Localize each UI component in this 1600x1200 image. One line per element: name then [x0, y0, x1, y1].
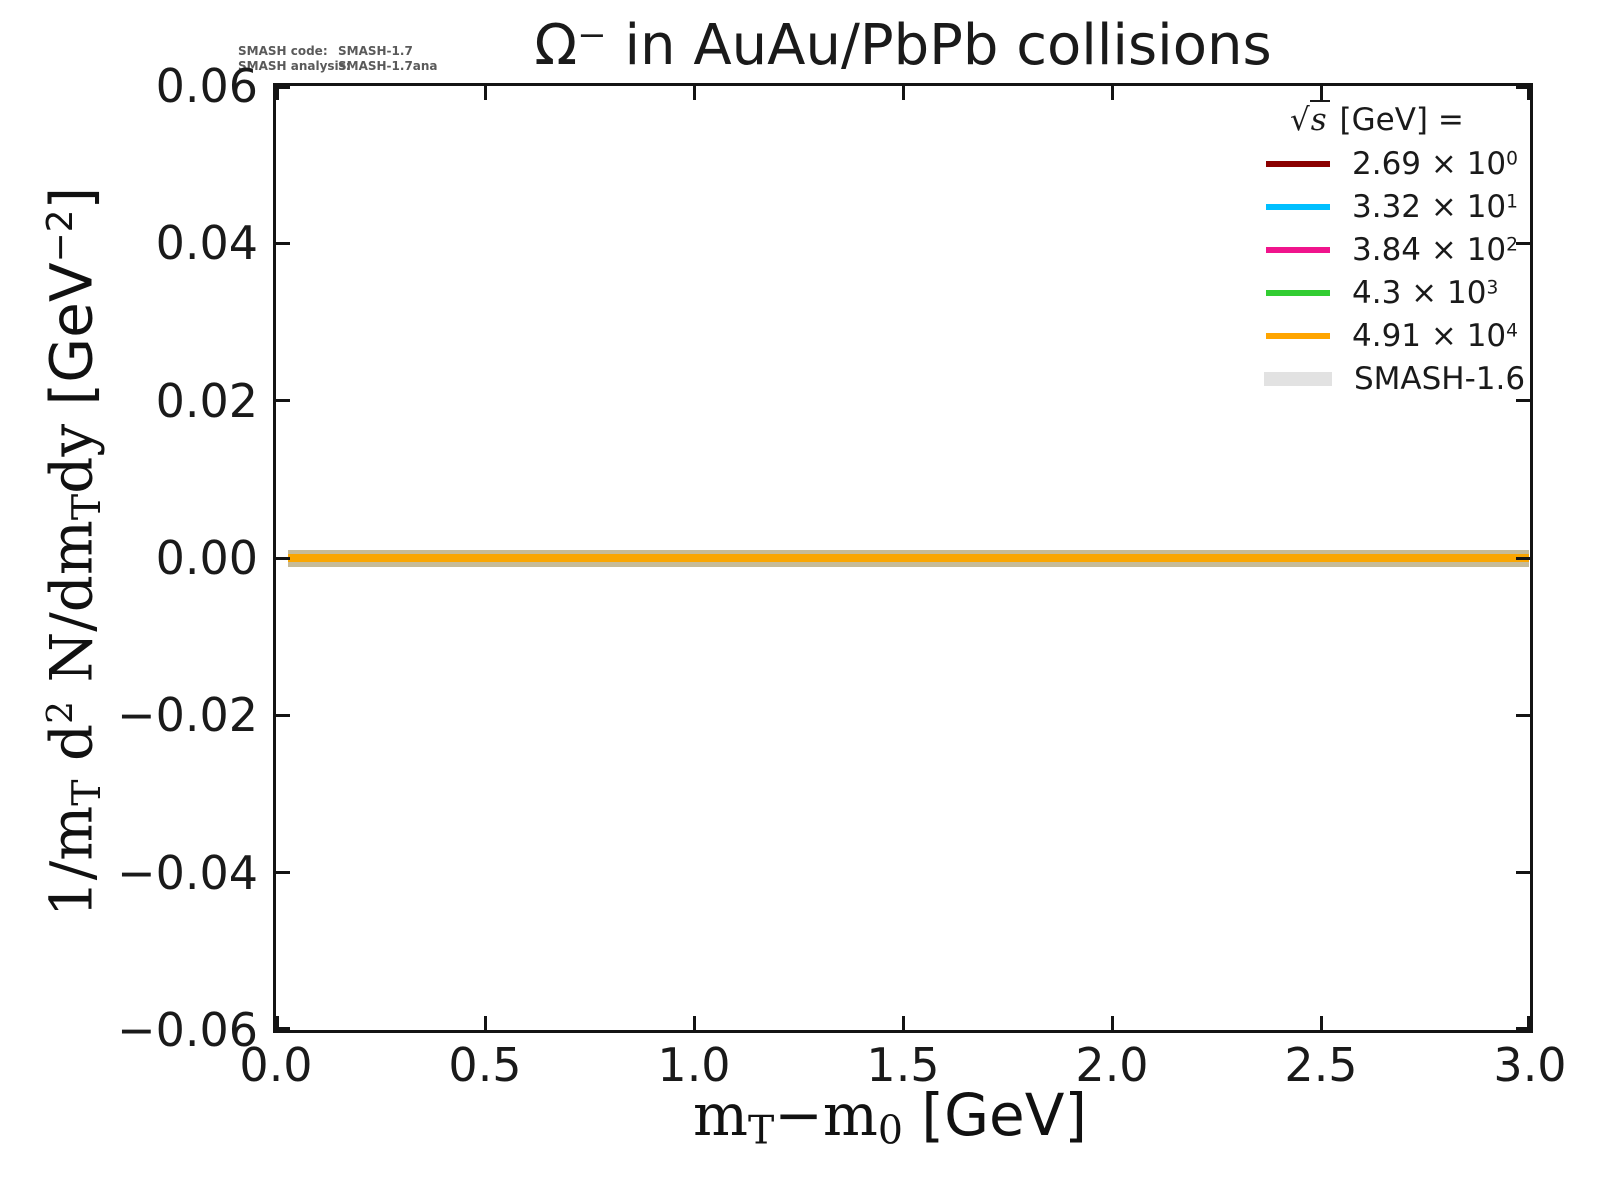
annotation-analysis-label: SMASH analysis: — [238, 59, 351, 73]
legend-entry: 3.84 × 102 — [1264, 228, 1525, 271]
x-tick-mark — [1527, 1016, 1530, 1030]
y-tick-mark — [1516, 399, 1530, 403]
legend-entry: 2.69 × 100 — [1264, 142, 1525, 185]
y-tick-mark — [1516, 871, 1530, 875]
y-tick-mark — [1516, 713, 1530, 717]
y-tick-mark — [276, 399, 290, 403]
legend-entry: 4.91 × 104 — [1264, 314, 1525, 357]
legend-title: √s [GeV] = — [1290, 100, 1464, 138]
x-tick-mark — [901, 86, 905, 100]
data-line-at-zero — [288, 554, 1529, 562]
y-tick-mark — [1516, 86, 1530, 89]
y-tick-mark — [276, 86, 290, 89]
annotation-analysis-value: SMASH-1.7ana — [338, 59, 438, 73]
y-tick-label: 0.00 — [155, 531, 258, 585]
y-tick-mark — [276, 556, 290, 560]
x-tick-mark — [692, 86, 696, 100]
legend-entry: SMASH-1.6 — [1264, 357, 1525, 400]
x-tick-label: 0.5 — [448, 1038, 522, 1092]
x-tick-mark — [276, 86, 279, 100]
legend-entry-label: 4.3 × 103 — [1352, 274, 1499, 311]
y-axis-label: 1/mT d2 N/dmTdy [GeV−2] — [37, 186, 111, 918]
x-tick-mark — [483, 86, 487, 100]
legend-line-swatch — [1266, 203, 1330, 210]
legend-line-swatch — [1266, 332, 1330, 339]
y-tick-label: −0.02 — [117, 688, 258, 743]
x-tick-label: 2.5 — [1284, 1038, 1358, 1092]
x-tick-mark — [483, 1016, 487, 1030]
x-tick-label: 1.0 — [657, 1038, 731, 1092]
legend-entry-label: 3.32 × 101 — [1352, 188, 1518, 225]
annotation-code-label: SMASH code: — [238, 44, 328, 58]
annotation-code-value: SMASH-1.7 — [338, 44, 413, 58]
y-tick-label: −0.04 — [117, 845, 258, 900]
legend-entry-label: 2.69 × 100 — [1352, 145, 1518, 182]
legend-line-swatch — [1266, 289, 1330, 296]
x-tick-mark — [1110, 86, 1114, 100]
legend-band-swatch — [1264, 371, 1332, 386]
x-tick-mark — [276, 1016, 279, 1030]
legend: √s [GeV] = 2.69 × 100 3.32 × 101 3.84 × 10… — [1264, 99, 1525, 400]
x-tick-label: 0.0 — [239, 1038, 313, 1092]
y-tick-mark — [1516, 241, 1530, 245]
x-tick-mark — [1319, 1016, 1323, 1030]
x-tick-mark — [1319, 86, 1323, 100]
smash-version-annotation: SMASH code: SMASH-1.7 SMASH analysis: SM… — [238, 44, 438, 74]
x-tick-label: 3.0 — [1493, 1038, 1567, 1092]
plot-area: √s [GeV] = 2.69 × 100 3.32 × 101 3.84 × 10… — [273, 83, 1533, 1033]
legend-entry: 4.3 × 103 — [1264, 271, 1525, 314]
y-tick-mark — [1516, 1027, 1530, 1030]
y-tick-mark — [276, 241, 290, 245]
x-tick-mark — [901, 1016, 905, 1030]
x-tick-mark — [1110, 1016, 1114, 1030]
y-tick-label: 0.06 — [155, 59, 258, 113]
x-tick-label: 1.5 — [866, 1038, 940, 1092]
y-tick-mark — [276, 713, 290, 717]
x-tick-mark — [1527, 86, 1530, 100]
x-tick-mark — [692, 1016, 696, 1030]
legend-entry-label: 4.91 × 104 — [1352, 317, 1518, 354]
x-tick-label: 2.0 — [1075, 1038, 1149, 1092]
chart-title: Ω⁻ in AuAu/PbPb collisions — [534, 13, 1272, 78]
x-axis-label: mT−m0 [GeV] — [693, 1081, 1087, 1154]
y-tick-label: 0.02 — [155, 373, 258, 428]
y-tick-mark — [276, 871, 290, 875]
y-tick-mark — [276, 1027, 290, 1030]
y-tick-mark — [1516, 556, 1530, 560]
legend-entry: 3.32 × 101 — [1264, 185, 1525, 228]
sqrt-s-symbol: √s — [1290, 100, 1330, 138]
legend-line-swatch — [1266, 160, 1330, 167]
legend-line-swatch — [1266, 246, 1330, 253]
legend-entry-label: SMASH-1.6 — [1354, 360, 1526, 397]
y-tick-label: −0.06 — [117, 1003, 258, 1057]
y-tick-label: 0.04 — [155, 216, 258, 271]
legend-entry-label: 3.84 × 102 — [1352, 231, 1518, 268]
